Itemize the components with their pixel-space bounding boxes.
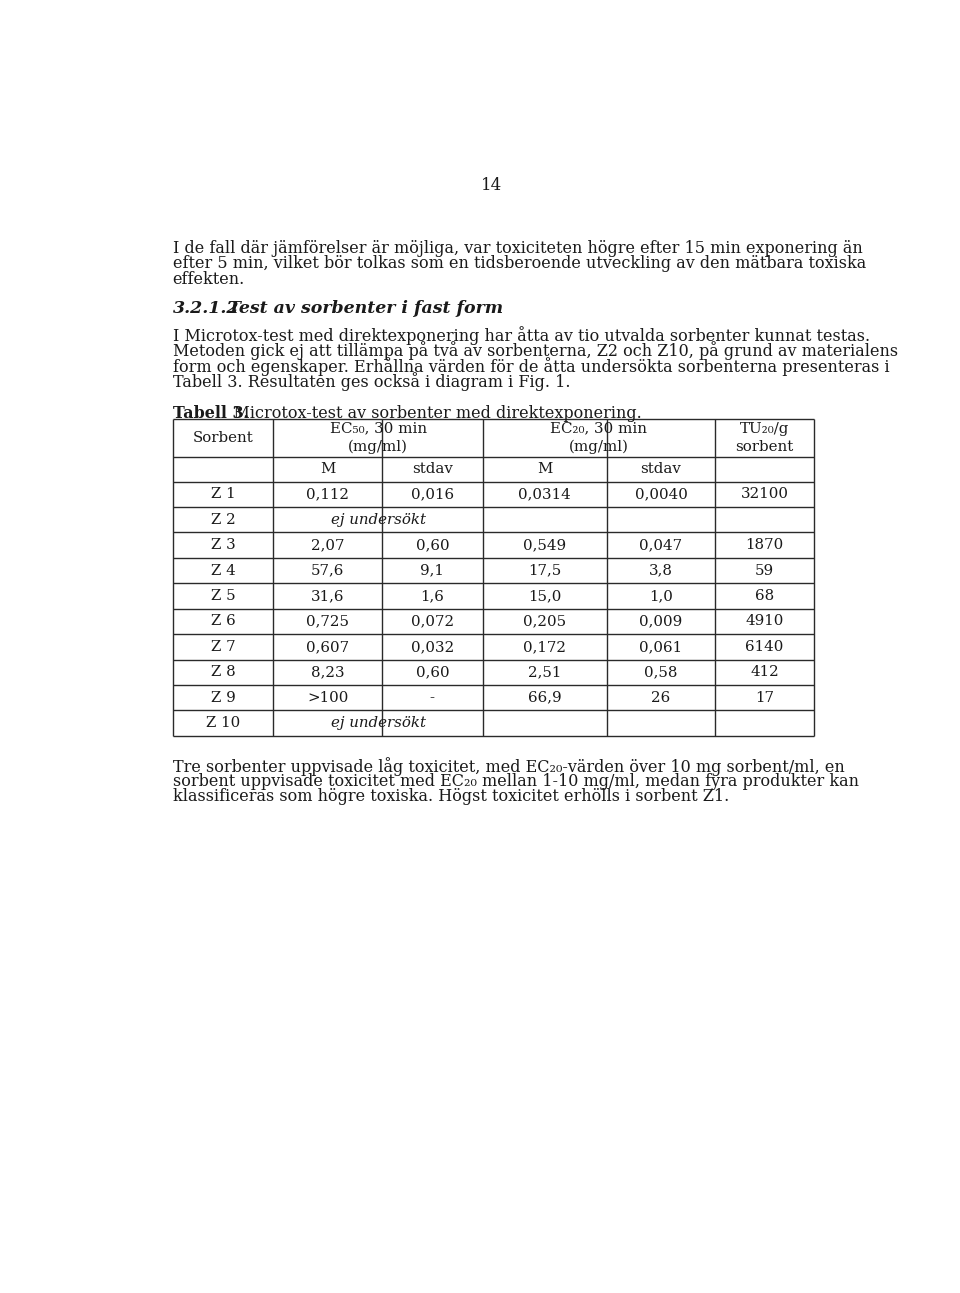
Text: 17: 17 <box>755 690 774 705</box>
Text: 2,07: 2,07 <box>311 538 345 552</box>
Text: Z 1: Z 1 <box>211 487 235 502</box>
Text: Metoden gick ej att tillämpa på två av sorbenterna, Z2 och Z10, på grund av mate: Metoden gick ej att tillämpa på två av s… <box>173 341 898 361</box>
Text: 1,0: 1,0 <box>649 590 673 603</box>
Text: Z 9: Z 9 <box>210 690 235 705</box>
Text: Tabell 3.: Tabell 3. <box>173 405 249 422</box>
Text: 0,009: 0,009 <box>639 614 683 628</box>
Text: I Microtox-test med direktexponering har åtta av tio utvalda sorbenter kunnat te: I Microtox-test med direktexponering har… <box>173 326 870 345</box>
Text: 26: 26 <box>651 690 671 705</box>
Text: 4910: 4910 <box>745 614 783 628</box>
Text: 0,725: 0,725 <box>306 614 349 628</box>
Text: form och egenskaper. Erhållna värden för de åtta undersökta sorbenterna presente: form och egenskaper. Erhållna värden för… <box>173 357 889 376</box>
Text: 15,0: 15,0 <box>528 590 562 603</box>
Text: 0,0040: 0,0040 <box>635 487 687 502</box>
Text: ej undersökt: ej undersökt <box>330 513 425 526</box>
Text: TU₂₀/g
sorbent: TU₂₀/g sorbent <box>735 422 794 454</box>
Text: 59: 59 <box>755 564 774 578</box>
Text: 0,607: 0,607 <box>306 640 349 654</box>
Text: Z 5: Z 5 <box>211 590 235 603</box>
Text: M: M <box>320 463 335 476</box>
Text: Z 7: Z 7 <box>211 640 235 654</box>
Text: 0,549: 0,549 <box>523 538 566 552</box>
Text: 9,1: 9,1 <box>420 564 444 578</box>
Text: 0,0314: 0,0314 <box>518 487 571 502</box>
Text: M: M <box>537 463 552 476</box>
Text: klassificeras som högre toxiska. Högst toxicitet erhölls i sorbent Z1.: klassificeras som högre toxiska. Högst t… <box>173 789 729 806</box>
Text: Z 8: Z 8 <box>210 665 235 679</box>
Text: 3.2.1.2: 3.2.1.2 <box>173 300 239 317</box>
Text: 1,6: 1,6 <box>420 590 444 603</box>
Text: 8,23: 8,23 <box>311 665 345 679</box>
Text: -: - <box>430 690 435 705</box>
Text: Tre sorbenter uppvisade låg toxicitet, med EC₂₀-värden över 10 mg sorbent/ml, en: Tre sorbenter uppvisade låg toxicitet, m… <box>173 758 845 776</box>
Text: 412: 412 <box>750 665 779 679</box>
Text: 0,061: 0,061 <box>639 640 683 654</box>
Text: EC₂₀, 30 min
(mg/ml): EC₂₀, 30 min (mg/ml) <box>550 422 647 454</box>
Text: Microtox-test av sorbenter med direktexponering.: Microtox-test av sorbenter med direktexp… <box>213 405 641 422</box>
Text: Z 3: Z 3 <box>210 538 235 552</box>
Text: 0,032: 0,032 <box>411 640 454 654</box>
Text: 6140: 6140 <box>745 640 783 654</box>
Text: 0,60: 0,60 <box>416 665 449 679</box>
Text: 0,112: 0,112 <box>306 487 349 502</box>
Text: Tabell 3. Resultaten ges också i diagram i Fig. 1.: Tabell 3. Resultaten ges också i diagram… <box>173 372 570 392</box>
Text: 0,58: 0,58 <box>644 665 678 679</box>
Text: Z 10: Z 10 <box>206 716 240 731</box>
Text: 0,072: 0,072 <box>411 614 454 628</box>
Text: sorbent uppvisade toxicitet med EC₂₀ mellan 1-10 mg/ml, medan fyra produkter kan: sorbent uppvisade toxicitet med EC₂₀ mel… <box>173 773 858 790</box>
Text: 32100: 32100 <box>740 487 788 502</box>
Text: effekten.: effekten. <box>173 270 245 287</box>
Text: 68: 68 <box>755 590 774 603</box>
Text: >100: >100 <box>307 690 348 705</box>
Text: Sorbent: Sorbent <box>193 431 253 445</box>
Text: 1870: 1870 <box>745 538 783 552</box>
Text: Z 2: Z 2 <box>210 513 235 526</box>
Text: 17,5: 17,5 <box>528 564 562 578</box>
Text: EC₅₀, 30 min
(mg/ml): EC₅₀, 30 min (mg/ml) <box>329 422 426 454</box>
Text: 66,9: 66,9 <box>528 690 562 705</box>
Text: 0,205: 0,205 <box>523 614 566 628</box>
Text: I de fall där jämförelser är möjliga, var toxiciteten högre efter 15 min exponer: I de fall där jämförelser är möjliga, va… <box>173 240 862 257</box>
Text: stdav: stdav <box>640 463 682 476</box>
Text: Z 6: Z 6 <box>210 614 235 628</box>
Text: 0,016: 0,016 <box>411 487 454 502</box>
Text: 0,047: 0,047 <box>639 538 683 552</box>
Text: efter 5 min, vilket bör tolkas som en tidsberoende utveckling av den mätbara tox: efter 5 min, vilket bör tolkas som en ti… <box>173 255 866 273</box>
Text: 0,60: 0,60 <box>416 538 449 552</box>
Text: stdav: stdav <box>412 463 453 476</box>
Text: 14: 14 <box>481 177 503 194</box>
Text: 31,6: 31,6 <box>311 590 345 603</box>
Text: 3,8: 3,8 <box>649 564 673 578</box>
Text: ej undersökt: ej undersökt <box>330 716 425 731</box>
Text: 57,6: 57,6 <box>311 564 345 578</box>
Text: Test av sorbenter i fast form: Test av sorbenter i fast form <box>228 300 504 317</box>
Text: Z 4: Z 4 <box>210 564 235 578</box>
Text: 0,172: 0,172 <box>523 640 566 654</box>
Text: 2,51: 2,51 <box>528 665 562 679</box>
